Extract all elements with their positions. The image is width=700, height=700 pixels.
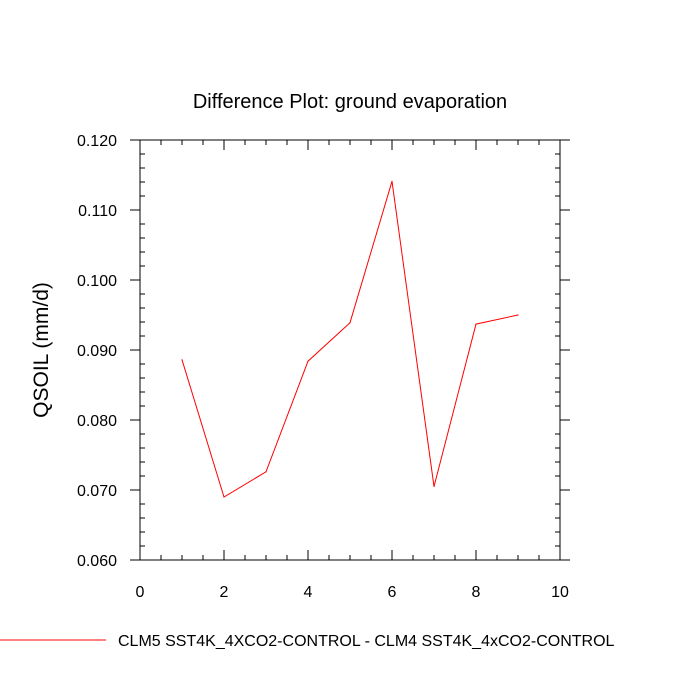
y-tick-label: 0.100 <box>77 273 117 290</box>
y-tick-label: 0.120 <box>77 133 117 150</box>
data-point <box>391 180 393 182</box>
data-point <box>517 314 519 316</box>
data-point <box>433 485 435 488</box>
series-layer <box>181 180 519 498</box>
data-point <box>475 323 477 325</box>
data-point <box>265 471 267 473</box>
y-tick-label: 0.080 <box>77 413 117 430</box>
data-point <box>307 360 309 362</box>
axis-ticks: 0 2 4 6 8 10 0.060 0.070 0.080 0.090 0.100 0.110 0.1… <box>77 133 570 601</box>
data-point <box>349 322 351 324</box>
y-tick-label: 0.070 <box>77 483 117 500</box>
data-point <box>223 496 225 498</box>
data-point <box>181 359 183 361</box>
x-tick-label: 0 <box>136 584 145 601</box>
y-tick-label: 0.090 <box>77 343 117 360</box>
y-tick-label: 0.060 <box>77 553 117 570</box>
plot-frame <box>139 139 561 561</box>
series-line-0 <box>181 181 519 498</box>
legend-label: CLM5 SST4K_4XCO2-CONTROL - CLM4 SST4K_4x… <box>118 633 615 650</box>
chart-title: Difference Plot: ground evaporation <box>193 91 507 113</box>
legend: CLM5 SST4K_4XCO2-CONTROL - CLM4 SST4K_4x… <box>0 633 615 650</box>
x-tick-label: 8 <box>472 584 481 601</box>
x-tick-label: 6 <box>388 584 397 601</box>
y-tick-label: 0.110 <box>78 203 117 220</box>
x-tick-label: 2 <box>220 584 229 601</box>
y-axis-label: QSOIL (mm/d) <box>30 282 53 418</box>
x-tick-label: 10 <box>551 584 569 601</box>
x-tick-label: 4 <box>304 584 313 601</box>
